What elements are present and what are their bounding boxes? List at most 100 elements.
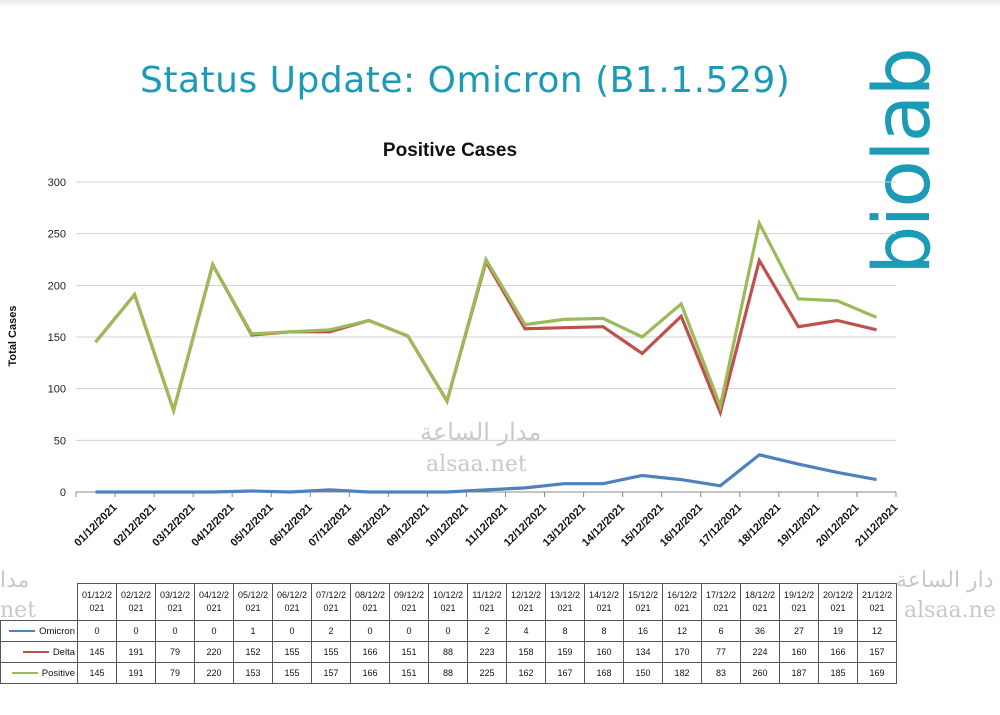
table-header-line2: 021 (791, 603, 807, 613)
table-header-cell: 07/12/2 021 (311, 583, 351, 621)
table-header-cell: 04/12/2 021 (194, 583, 234, 621)
table-header-cell: 19/12/2 021 (779, 583, 819, 621)
table-cell: 225 (467, 662, 507, 684)
table-cell: 77 (701, 641, 741, 663)
table-header-line2: 021 (830, 603, 846, 613)
table-header-line1: 17/12/2 (705, 590, 737, 600)
table-cell: 36 (740, 620, 780, 642)
table-header-cell: 21/12/2 021 (857, 583, 897, 621)
y-tick-label: 300 (48, 177, 66, 189)
table-header-line1: 18/12/2 (744, 590, 776, 600)
table-header-line2: 021 (752, 603, 768, 613)
table-cell: 220 (194, 662, 234, 684)
table-row-label: Omicron (0, 620, 78, 642)
top-shadow-bar (0, 0, 1000, 8)
table-header-line1: 02/12/2 (120, 590, 152, 600)
page-title: Status Update: Omicron (B1.1.529) (140, 60, 791, 101)
x-axis-ticks: 01/12/202102/12/202103/12/202104/12/2021… (72, 492, 901, 549)
data-table: 01/12/2 021 02/12/2 021 03/12/2 021 04/12/2 021… (0, 583, 897, 684)
table-header-line1: 09/12/2 (393, 590, 425, 600)
table-header-line2: 021 (167, 603, 183, 613)
y-axis-label: Total Cases (7, 306, 19, 367)
table-header-cell: 10/12/2 021 (428, 583, 468, 621)
table-header-cell: 08/12/2 021 (350, 583, 390, 621)
table-cell: 160 (779, 641, 819, 663)
table-cell: 224 (740, 641, 780, 663)
table-header-line1: 16/12/2 (666, 590, 698, 600)
table-cell: 191 (116, 641, 156, 663)
table-header-cell: 12/12/2 021 (506, 583, 546, 621)
table-cell: 151 (389, 662, 429, 684)
table-cell: 0 (428, 620, 468, 642)
table-cell: 157 (311, 662, 351, 684)
table-cell: 151 (389, 641, 429, 663)
table-cell: 0 (350, 620, 390, 642)
table-header-line2: 021 (440, 603, 456, 613)
table-row-label: Delta (0, 641, 78, 663)
table-header-line1: 13/12/2 (549, 590, 581, 600)
series-name: Omicron (39, 625, 75, 637)
table-header-cell: 14/12/2 021 (584, 583, 624, 621)
table-header-cell: 02/12/2 021 (116, 583, 156, 621)
table-cell: 185 (818, 662, 858, 684)
watermark-right-bottom: alsaa.ne (904, 598, 996, 623)
table-cell: 0 (389, 620, 429, 642)
table-cell: 4 (506, 620, 546, 642)
table-cell: 0 (272, 620, 312, 642)
table-cell: 166 (818, 641, 858, 663)
table-header-line1: 20/12/2 (822, 590, 854, 600)
watermark-latin: alsaa.net (426, 452, 527, 477)
table-header-line2: 021 (518, 603, 534, 613)
table-header-line1: 07/12/2 (315, 590, 347, 600)
watermark-right-top: دار الساعة (896, 568, 994, 593)
table-cell: 166 (350, 641, 390, 663)
line-chart: 0 50 100 150 200 250 300 01/12/202102/12/20210… (7, 177, 901, 549)
table-header-line1: 14/12/2 (588, 590, 620, 600)
table-header-cell: 03/12/2 021 (155, 583, 195, 621)
table-cell: 16 (623, 620, 663, 642)
table-cell: 0 (155, 620, 195, 642)
table-cell: 155 (272, 641, 312, 663)
table-cell: 260 (740, 662, 780, 684)
legend-swatch (22, 650, 49, 653)
table-header-cell: 20/12/2 021 (818, 583, 858, 621)
y-tick-label: 100 (48, 384, 66, 396)
legend-swatch (11, 671, 38, 674)
table-header-line1: 08/12/2 (354, 590, 386, 600)
table-cell: 145 (77, 662, 117, 684)
table-header-line1: 06/12/2 (276, 590, 308, 600)
table-cell: 8 (584, 620, 624, 642)
series-name: Positive (41, 667, 75, 679)
table-header-line2: 021 (596, 603, 612, 613)
table-header-line1: 11/12/2 (472, 590, 502, 600)
table-header-line2: 021 (479, 603, 495, 613)
table-row: Omicron 0 0 0 0 1 0 2 0 0 0 2 4 8 8 16 12 6 36 27 19 12 (0, 620, 897, 642)
y-axis-ticks: 0 50 100 150 200 250 300 (48, 177, 66, 499)
table-cell: 12 (857, 620, 897, 642)
y-tick-label: 0 (60, 487, 66, 499)
table-cell: 2 (311, 620, 351, 642)
table-header-line1: 12/12/2 (510, 590, 542, 600)
y-tick-label: 150 (48, 332, 66, 344)
table-cell: 0 (116, 620, 156, 642)
table-cell: 220 (194, 641, 234, 663)
table-header-line1: 10/12/2 (432, 590, 464, 600)
table-header-cell: 06/12/2 021 (272, 583, 312, 621)
table-header-row: 01/12/2 021 02/12/2 021 03/12/2 021 04/12/2 021… (0, 583, 897, 621)
table-header-line2: 021 (635, 603, 651, 613)
table-cell: 155 (311, 641, 351, 663)
table-cell: 155 (272, 662, 312, 684)
table-header-line2: 021 (206, 603, 222, 613)
y-tick-label: 200 (48, 280, 66, 292)
table-cell: 0 (77, 620, 117, 642)
table-cell: 191 (116, 662, 156, 684)
table-cell: 83 (701, 662, 741, 684)
series-name: Delta (52, 646, 75, 658)
table-cell: 27 (779, 620, 819, 642)
x-tick-label: 21/12/2021 (853, 502, 900, 549)
table-cell: 150 (623, 662, 663, 684)
table-row: Positive 145 191 79 220 153 155 157 166 151 88 225 1… (0, 662, 897, 684)
table-header-cell: 11/12/2 021 (467, 583, 507, 621)
table-header-line2: 021 (323, 603, 339, 613)
table-header-cell: 18/12/2 021 (740, 583, 780, 621)
